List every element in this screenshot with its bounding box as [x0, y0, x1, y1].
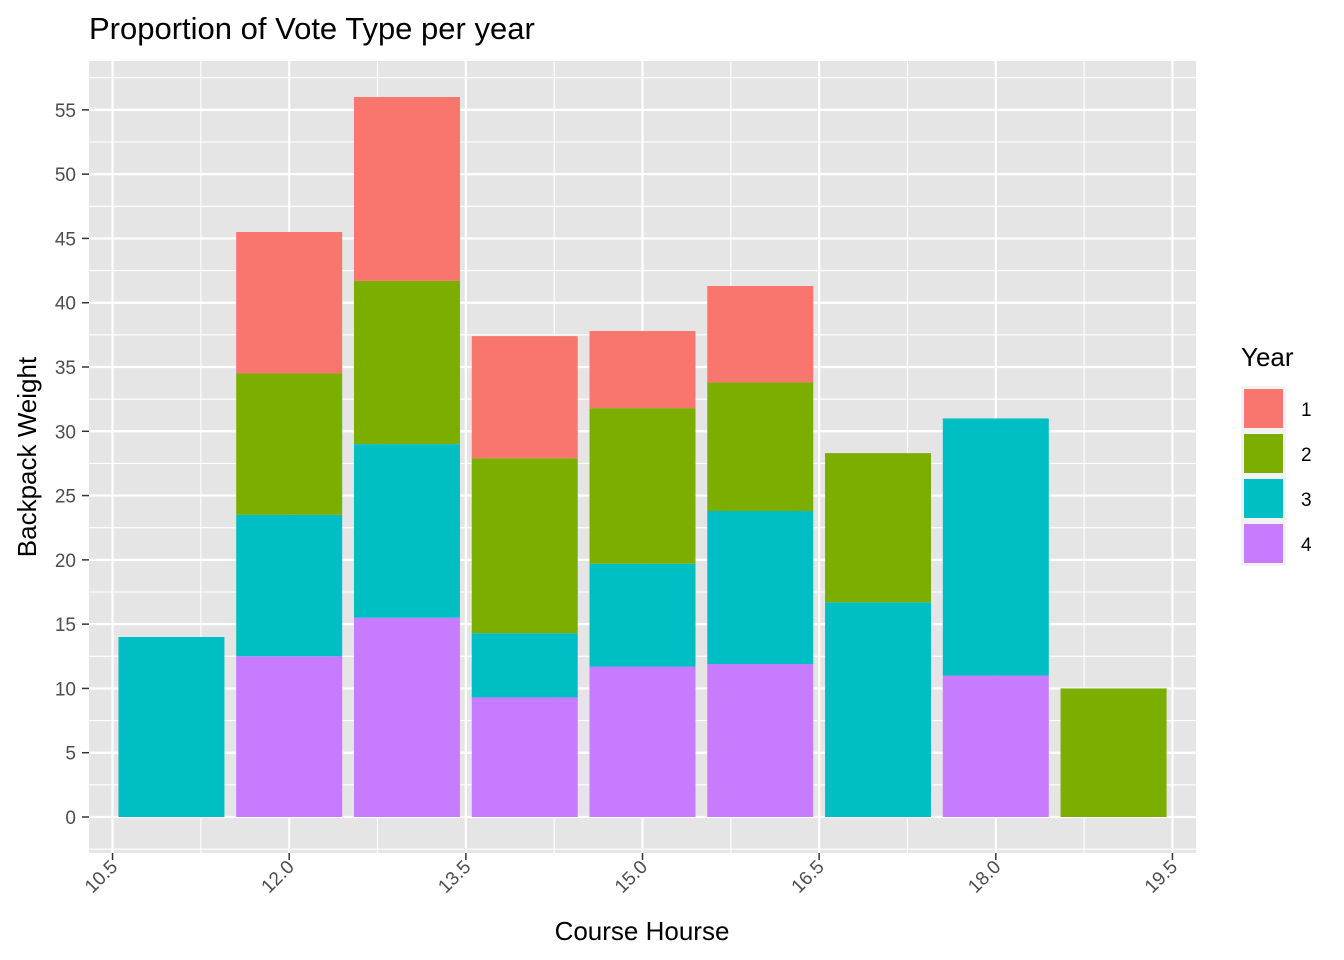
bar-segment-year-2 — [471, 458, 578, 634]
x-axis-title: Course Hourse — [555, 916, 730, 946]
bar-segment-year-3 — [118, 637, 225, 817]
bar-segment-year-4 — [353, 617, 460, 817]
y-tick-label: 15 — [55, 615, 76, 636]
y-tick-label: 0 — [65, 808, 76, 829]
bar-segment-year-1 — [707, 286, 814, 383]
bar-segment-year-3 — [471, 633, 578, 698]
x-tick-label: 10.5 — [81, 857, 122, 898]
y-tick-label: 35 — [55, 358, 76, 379]
legend: Year 1 2 3 4 — [1241, 342, 1312, 566]
bar-segment-year-2 — [236, 373, 343, 515]
bar-segment-year-2 — [589, 408, 696, 564]
bar-segment-year-4 — [589, 666, 696, 817]
chart-title: Proportion of Vote Type per year — [89, 11, 535, 46]
bar-segment-year-4 — [236, 656, 343, 817]
bar-segment-year-4 — [942, 675, 1049, 817]
y-tick-label: 40 — [55, 294, 76, 315]
legend-swatch-year-3 — [1244, 479, 1283, 518]
bar-segment-year-3 — [353, 444, 460, 618]
bar-segment-year-3 — [825, 602, 932, 817]
y-tick-label: 25 — [55, 487, 76, 508]
x-tick-label: 13.5 — [434, 857, 475, 898]
y-tick-label: 45 — [55, 229, 76, 250]
y-axis: 0 5 10 15 20 25 30 35 40 45 50 55 — [55, 101, 89, 829]
bar-segment-year-1 — [353, 97, 460, 281]
bar-segment-year-1 — [471, 336, 578, 459]
y-tick-label: 55 — [55, 101, 76, 122]
legend-label: 1 — [1301, 400, 1312, 421]
y-axis-title: Backpack Weight — [12, 356, 42, 557]
x-axis: 10.5 12.0 13.5 15.0 16.5 18.0 19.5 — [81, 853, 1182, 898]
bar-segment-year-1 — [589, 331, 696, 409]
legend-title: Year — [1241, 342, 1294, 372]
bar-segment-year-3 — [707, 511, 814, 664]
bar-segment-year-4 — [471, 697, 578, 817]
x-tick-label: 19.5 — [1141, 857, 1182, 898]
bar-segment-year-2 — [1060, 688, 1167, 817]
legend-swatch-year-4 — [1244, 524, 1283, 563]
x-tick-label: 15.0 — [611, 857, 652, 898]
bar-segment-year-4 — [707, 664, 814, 817]
legend-swatch-year-1 — [1244, 389, 1283, 428]
x-tick-label: 16.5 — [788, 857, 829, 898]
y-tick-label: 10 — [55, 679, 76, 700]
x-tick-label: 18.0 — [964, 857, 1005, 898]
bar-stack-layer — [118, 97, 1167, 817]
y-tick-label: 5 — [65, 744, 76, 765]
bar-segment-year-3 — [236, 514, 343, 657]
bar-segment-year-2 — [353, 280, 460, 445]
y-tick-label: 30 — [55, 422, 76, 443]
legend-swatch-year-2 — [1244, 434, 1283, 473]
bar-segment-year-2 — [825, 453, 932, 603]
legend-label: 4 — [1301, 535, 1312, 556]
x-tick-label: 12.0 — [258, 857, 299, 898]
bar-segment-year-3 — [942, 418, 1049, 676]
y-tick-label: 50 — [55, 165, 76, 186]
legend-label: 2 — [1301, 445, 1312, 466]
bar-segment-year-3 — [589, 563, 696, 667]
legend-label: 3 — [1301, 490, 1312, 511]
bar-segment-year-2 — [707, 382, 814, 511]
y-tick-label: 20 — [55, 551, 76, 572]
bar-segment-year-1 — [236, 232, 343, 374]
